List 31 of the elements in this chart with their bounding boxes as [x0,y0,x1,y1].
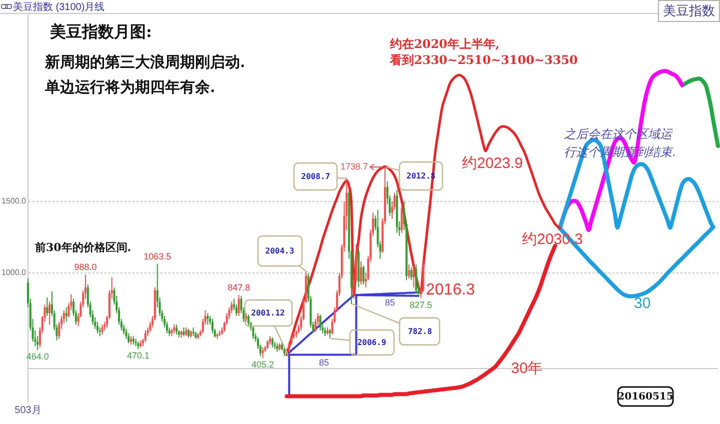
annotation: 2004.3 [265,246,294,256]
annotation: 827.5 [410,300,432,310]
annotation: 20160515 [618,392,674,403]
annotation: 85 [319,357,330,368]
annotation: 约在2020年上半年, [389,37,500,52]
y-tick-label: 1000.0 [2,268,27,278]
y-tick-label: 1500.0 [2,196,27,206]
annotation: 405.2 [252,360,274,370]
annotation: 看到2330~2510~3100~3350 [389,53,578,68]
text: 美豆指数月图: [49,22,152,42]
annotation: 85 [385,297,396,308]
annotation: 464.0 [26,351,49,362]
annotation: 单边运行将为期四年有余. [44,78,216,96]
annotation: 782.8 [408,327,432,336]
annotation: 2016.3 [426,281,476,298]
annotation: 约2023.9 [462,155,523,172]
annotation: 美豆指数 [663,3,715,18]
text: 美豆指数 (3100)月线 [13,0,105,13]
annotation: 2001.12 [251,308,286,318]
annotation: 2008.7 [301,172,330,181]
x-tick-label: 503月 [14,404,42,416]
annotation: 1063.5 [144,251,172,262]
annotation: 前30年的价格区间. [34,240,132,254]
annotation: 2006.9 [357,338,386,347]
annotation: 847.8 [228,282,250,292]
annotation: 30 [634,295,651,312]
annotation: 30年 [511,360,543,378]
annotation: 1738.7 [340,161,368,172]
annotation: 988.0 [74,262,97,272]
annotation: 470.1 [126,350,150,360]
annotation: 新周期的第三大浪周期刚启动. [44,52,246,71]
